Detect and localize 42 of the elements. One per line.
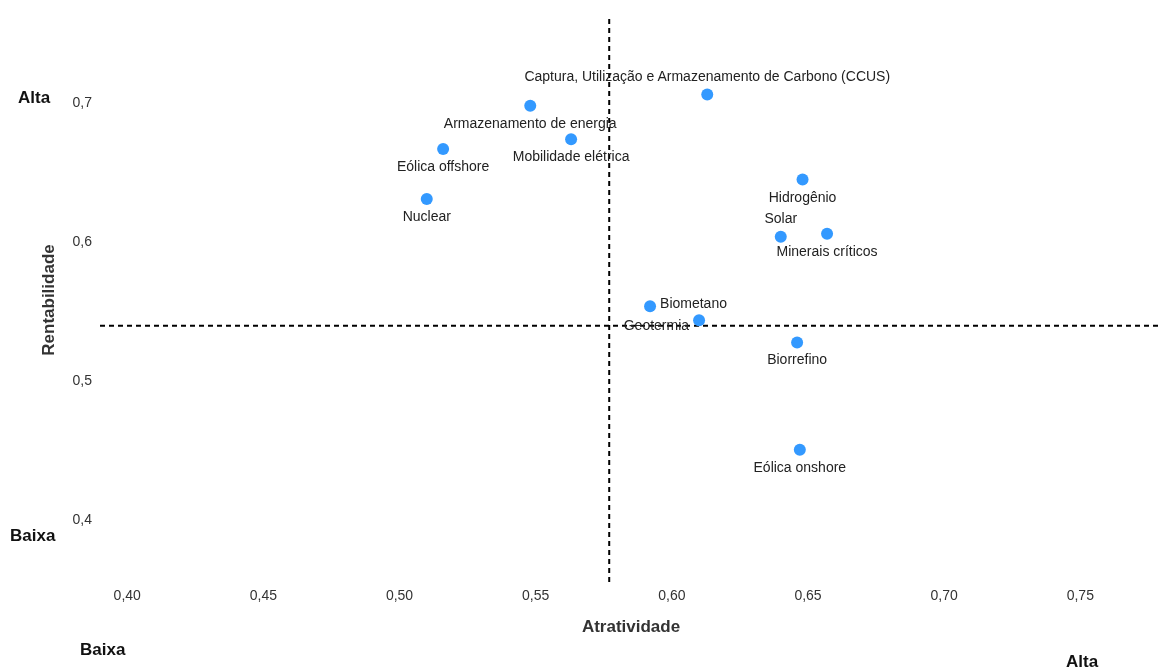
y-tick-label: 0,7 <box>72 93 93 110</box>
point <box>565 133 578 146</box>
text: Alta <box>18 88 51 108</box>
y-tick-label: 0,6 <box>72 232 93 249</box>
point <box>524 99 537 112</box>
x-tick-label: 0,45 <box>249 586 278 603</box>
point <box>796 173 809 186</box>
point <box>437 142 450 155</box>
point <box>420 193 433 206</box>
annotation: Nuclear <box>402 208 452 225</box>
annotation: Hidrogênio <box>768 188 837 205</box>
annotation: Captura, Utilização e Armazenamento de Carbono (CCUS) <box>524 67 891 84</box>
point <box>791 336 804 349</box>
annotation: Biorrefino <box>767 351 828 368</box>
x-tick-label: 0,40 <box>113 586 142 603</box>
annotation: Biometano <box>660 295 728 312</box>
point <box>693 314 706 327</box>
point <box>821 227 834 240</box>
annotation: Solar <box>764 209 798 226</box>
annotation: Geotermia <box>623 317 690 334</box>
annotation: Armazenamento de energia <box>443 114 617 131</box>
annotation: Eólica onshore <box>753 458 847 475</box>
text: Alta <box>1066 652 1099 670</box>
y-tick-label: 0,4 <box>72 511 93 528</box>
annotation: Eólica offshore <box>396 157 490 174</box>
y-tick-label: 0,5 <box>72 372 93 389</box>
x-tick-label: 0,50 <box>385 586 414 603</box>
x-tick-label: 0,55 <box>522 586 550 603</box>
x-tick-label: 0,70 <box>930 586 958 603</box>
x-tick-label: 0,60 <box>658 586 686 603</box>
x-tick-label: 0,65 <box>794 586 822 603</box>
x-axis-title: Atratividade <box>581 617 681 636</box>
text: Baixa <box>10 526 56 546</box>
point <box>644 300 657 313</box>
point <box>793 443 806 456</box>
point <box>774 230 787 243</box>
annotation: Mobilidade elétrica <box>512 148 630 165</box>
text: Baixa <box>80 640 126 660</box>
point <box>701 88 714 101</box>
x-tick-label: 0,75 <box>1066 586 1095 603</box>
annotation: Minerais críticos <box>776 242 878 259</box>
y-axis-title: Rentabilidade <box>39 244 59 356</box>
